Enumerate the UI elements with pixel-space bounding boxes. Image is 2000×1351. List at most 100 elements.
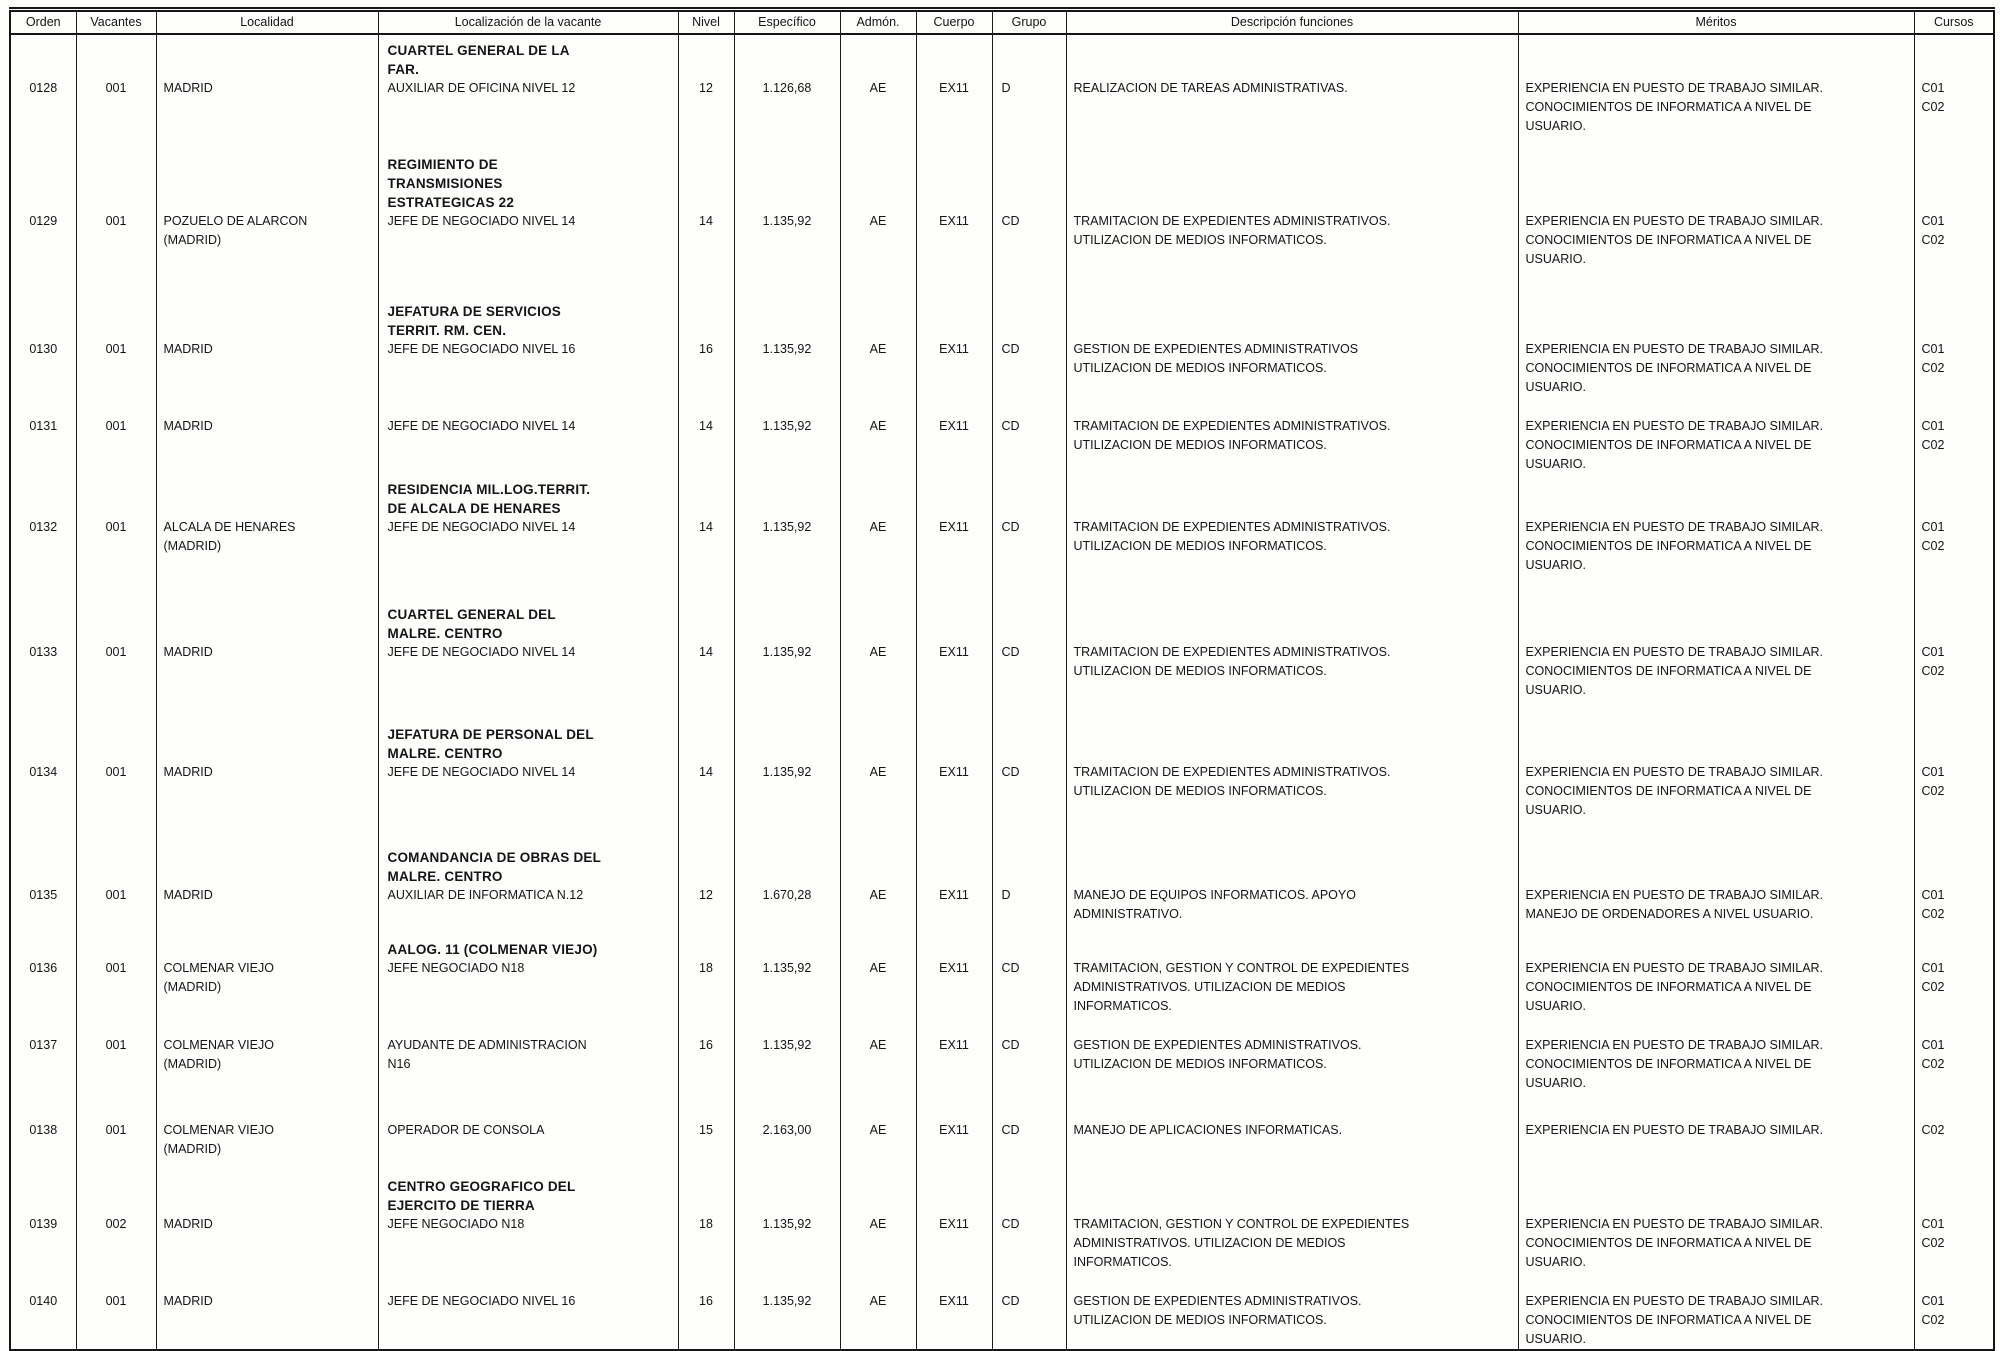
column-header-nivel: Nivel bbox=[677, 9, 735, 35]
table-row: 0137 001 COLMENAR VIEJO (MADRID) AYUDANTE DE… bbox=[9, 1016, 1995, 1101]
cell-especifico: 1.135,92 bbox=[733, 397, 841, 474]
cell-cursos: C01 C02 bbox=[1913, 149, 1995, 296]
cuerpo-value: EX11 bbox=[939, 520, 969, 534]
orden-value: 0138 bbox=[29, 1123, 58, 1137]
localidad-line: MADRID bbox=[163, 419, 213, 433]
orden-value: 0133 bbox=[29, 645, 58, 659]
cell-admon: AE bbox=[839, 934, 917, 1016]
meritos-line: USUARIO. bbox=[1525, 1332, 1586, 1346]
descripcion-line: UTILIZACION DE MEDIOS INFORMATICOS. bbox=[1073, 664, 1327, 678]
cell-admon: AE bbox=[839, 149, 917, 296]
cell-meritos: EXPERIENCIA EN PUESTO DE TRABAJO SIMILAR… bbox=[1517, 599, 1915, 719]
unit-offset-spacer bbox=[1526, 605, 1527, 643]
cell-admon: AE bbox=[839, 1272, 917, 1351]
cell-cuerpo: EX11 bbox=[915, 599, 993, 719]
unit-offset-spacer bbox=[843, 480, 844, 518]
cell-grupo: CD bbox=[991, 719, 1067, 842]
unit-offset-spacer bbox=[681, 302, 682, 340]
cell-localizacion: CUARTEL GENERAL DE LA FAR. AUXILIAR DE OFI… bbox=[377, 34, 679, 149]
meritos-line: CONOCIMIENTOS DE INFORMATICA A NIVEL DE bbox=[1525, 784, 1812, 798]
admon-value: AE bbox=[869, 342, 887, 356]
cell-localidad: ALCALA DE HENARES (MADRID) bbox=[155, 474, 379, 599]
cell-cuerpo: EX11 bbox=[915, 1101, 993, 1171]
orden-value: 0128 bbox=[29, 81, 58, 95]
cuerpo-value: EX11 bbox=[939, 214, 969, 228]
cell-localidad: MADRID bbox=[155, 34, 379, 149]
cell-localizacion: COMANDANCIA DE OBRAS DEL MALRE. CENTRO AUX… bbox=[377, 842, 679, 934]
descripcion-line: UTILIZACION DE MEDIOS INFORMATICOS. bbox=[1073, 1313, 1327, 1327]
table-header: Orden Vacantes Localidad Localización de la… bbox=[9, 9, 1995, 35]
meritos-line: CONOCIMIENTOS DE INFORMATICA A NIVEL DE bbox=[1525, 980, 1812, 994]
cell-meritos: EXPERIENCIA EN PUESTO DE TRABAJO SIMILAR… bbox=[1517, 1101, 1915, 1171]
unit-offset-spacer bbox=[1002, 605, 1003, 643]
unit-offset-spacer bbox=[13, 41, 14, 79]
cell-admon: AE bbox=[839, 719, 917, 842]
cell-localidad: COLMENAR VIEJO (MADRID) bbox=[155, 1016, 379, 1101]
cell-orden: 0140 bbox=[9, 1272, 77, 1351]
unit-offset-spacer bbox=[13, 1177, 14, 1215]
meritos-line: CONOCIMIENTOS DE INFORMATICA A NIVEL DE bbox=[1525, 1057, 1812, 1071]
cell-cursos: C01 C02 bbox=[1913, 397, 1995, 474]
cell-especifico: 1.126,68 bbox=[733, 34, 841, 149]
admon-value: AE bbox=[869, 645, 887, 659]
unit-offset-spacer bbox=[919, 41, 920, 79]
post-title-line: JEFE NEGOCIADO N18 bbox=[387, 1217, 525, 1231]
descripcion-line: MANEJO DE APLICACIONES INFORMATICAS. bbox=[1073, 1123, 1343, 1137]
descripcion-line: TRAMITACION, GESTION Y CONTROL DE EXPEDI… bbox=[1073, 961, 1410, 975]
meritos-line: USUARIO. bbox=[1525, 119, 1586, 133]
grupo-value: CD bbox=[1001, 645, 1020, 659]
cell-admon: AE bbox=[839, 474, 917, 599]
nivel-value: 14 bbox=[699, 214, 713, 228]
meritos-line: EXPERIENCIA EN PUESTO DE TRABAJO SIMILAR… bbox=[1525, 961, 1824, 975]
cell-localizacion: CENTRO GEOGRAFICO DEL EJERCITO DE TIERRA J… bbox=[377, 1171, 679, 1272]
descripcion-line: UTILIZACION DE MEDIOS INFORMATICOS. bbox=[1073, 1057, 1327, 1071]
cell-especifico: 1.135,92 bbox=[733, 1272, 841, 1351]
nivel-value: 14 bbox=[699, 419, 713, 433]
cell-descripcion: TRAMITACION, GESTION Y CONTROL DE EXPEDI… bbox=[1065, 934, 1519, 1016]
descripcion-line: GESTION DE EXPEDIENTES ADMINISTRATIVOS bbox=[1073, 342, 1359, 356]
cell-especifico: 2.163,00 bbox=[733, 1101, 841, 1171]
cell-localizacion: REGIMIENTO DE TRANSMISIONES ESTRATEGICAS 2… bbox=[377, 149, 679, 296]
unit-offset-spacer bbox=[1526, 1177, 1527, 1215]
descripcion-line: UTILIZACION DE MEDIOS INFORMATICOS. bbox=[1073, 438, 1327, 452]
grupo-value: CD bbox=[1001, 961, 1020, 975]
especifico-value: 1.670,28 bbox=[762, 888, 812, 902]
vacantes-value: 001 bbox=[105, 1123, 127, 1137]
cuerpo-value: EX11 bbox=[939, 1217, 969, 1231]
meritos-line: CONOCIMIENTOS DE INFORMATICA A NIVEL DE bbox=[1525, 233, 1812, 247]
unit-offset-spacer bbox=[737, 41, 738, 79]
unit-offset-spacer bbox=[164, 940, 165, 959]
localidad-line: COLMENAR VIEJO bbox=[163, 1038, 274, 1052]
post-title-line: AYUDANTE DE ADMINISTRACION bbox=[387, 1038, 587, 1052]
unit-offset-spacer bbox=[681, 848, 682, 886]
post-title-line: JEFE NEGOCIADO N18 bbox=[387, 961, 525, 975]
cell-descripcion: TRAMITACION DE EXPEDIENTES ADMINISTRATIV… bbox=[1065, 719, 1519, 842]
orden-value: 0134 bbox=[29, 765, 58, 779]
cell-nivel: 15 bbox=[677, 1101, 735, 1171]
cell-cursos: C01 C02 bbox=[1913, 719, 1995, 842]
meritos-line: USUARIO. bbox=[1525, 558, 1586, 572]
unit-offset-spacer bbox=[1074, 725, 1075, 763]
cell-especifico: 1.135,92 bbox=[733, 719, 841, 842]
cell-localizacion: CUARTEL GENERAL DEL MALRE. CENTRO JEFE DE … bbox=[377, 599, 679, 719]
unit-name-line: EJERCITO DE TIERRA bbox=[387, 1198, 535, 1213]
unit-offset-spacer bbox=[919, 480, 920, 518]
cell-especifico: 1.135,92 bbox=[733, 474, 841, 599]
cell-vacantes: 002 bbox=[75, 1171, 157, 1272]
meritos-line: EXPERIENCIA EN PUESTO DE TRABAJO SIMILAR… bbox=[1525, 1123, 1824, 1137]
cell-vacantes: 001 bbox=[75, 1016, 157, 1101]
orden-value: 0130 bbox=[29, 342, 58, 356]
cell-localidad: MADRID bbox=[155, 1171, 379, 1272]
cell-localizacion: AYUDANTE DE ADMINISTRACION N16 bbox=[377, 1016, 679, 1101]
cell-descripcion: TRAMITACION DE EXPEDIENTES ADMINISTRATIV… bbox=[1065, 149, 1519, 296]
vacantes-value: 001 bbox=[105, 81, 127, 95]
cell-admon: AE bbox=[839, 1101, 917, 1171]
admon-value: AE bbox=[869, 888, 887, 902]
cursos-line: C02 bbox=[1921, 1313, 1945, 1327]
nivel-value: 15 bbox=[699, 1123, 713, 1137]
unit-offset-spacer bbox=[1526, 940, 1527, 959]
column-header-especifico: Específico bbox=[733, 9, 841, 35]
unit-name-line: MALRE. CENTRO bbox=[387, 869, 503, 884]
especifico-value: 2.163,00 bbox=[762, 1123, 812, 1137]
